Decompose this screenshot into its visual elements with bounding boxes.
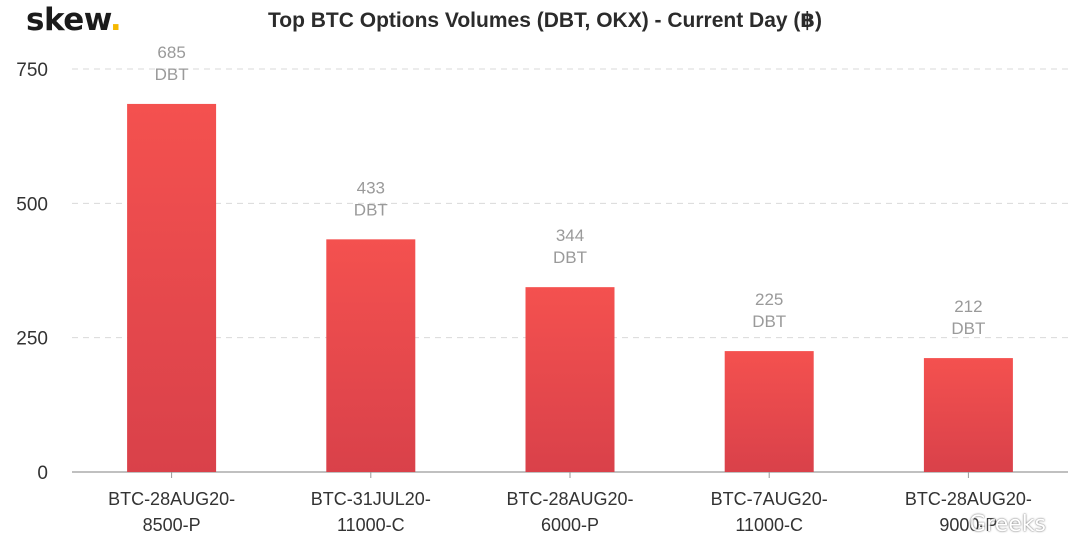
x-tick-label: 9000-P <box>939 515 997 535</box>
bar <box>923 358 1013 472</box>
bar-layer <box>127 103 1013 472</box>
y-tick-label: 500 <box>16 194 48 215</box>
x-tick-label: 11000-C <box>735 515 803 535</box>
data-label-unit: DBT <box>752 312 786 331</box>
bar <box>326 239 416 472</box>
x-tick-label: 11000-C <box>337 515 405 535</box>
y-tick-label: 750 <box>16 60 48 81</box>
x-tick-label: BTC-28AUG20- <box>108 489 235 509</box>
skew-logo: skew. <box>26 2 122 38</box>
x-tick-label: BTC-28AUG20- <box>905 489 1032 509</box>
data-label-value: 433 <box>357 178 385 197</box>
bar <box>525 287 615 472</box>
bar <box>724 351 814 472</box>
bar <box>127 103 217 472</box>
data-label-value: 344 <box>556 226 584 245</box>
label-layer: 0 250 500 750 685 DBT BTC-28AUG20- 8500-P 433 DBT… <box>16 43 1032 535</box>
chart-title: Top BTC Options Volumes (DBT, OKX) - Cur… <box>268 9 822 32</box>
y-tick-label: 0 <box>37 463 48 484</box>
x-tick-label: BTC-28AUG20- <box>506 489 633 509</box>
data-label-unit: DBT <box>553 248 587 267</box>
data-label-unit: DBT <box>951 319 985 338</box>
watermark: Greeks <box>969 512 1046 537</box>
data-label-value: 685 <box>157 43 185 62</box>
brand-name: skew <box>26 2 110 38</box>
y-tick-label: 250 <box>16 329 48 350</box>
x-tick-label: 8500-P <box>143 515 201 535</box>
data-label-value: 212 <box>954 297 982 316</box>
data-label-unit: DBT <box>155 65 189 84</box>
data-label-unit: DBT <box>354 200 388 219</box>
x-tick-label: BTC-7AUG20- <box>711 489 828 509</box>
x-tick-label: 6000-P <box>541 515 599 535</box>
data-label-value: 225 <box>755 290 783 309</box>
brand-dot: . <box>109 2 122 38</box>
x-tick-label: BTC-31JUL20- <box>311 489 431 509</box>
